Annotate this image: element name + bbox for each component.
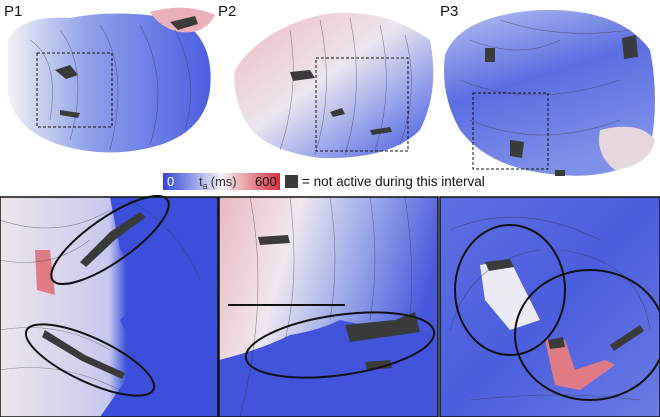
colorbar-title: ta (ms)	[199, 174, 237, 191]
colorbar-max: 600	[255, 174, 277, 189]
surface-patch	[599, 126, 655, 170]
panel-p3: P3	[440, 3, 655, 176]
heart-surface	[8, 13, 211, 153]
zoom-panel-1	[0, 194, 219, 417]
panel-label: P1	[4, 3, 22, 20]
colorbar-unit: (ms)	[211, 174, 237, 189]
panel-label: P3	[440, 3, 458, 20]
panel-label: P2	[218, 3, 236, 20]
colorbar-symbol: t	[199, 174, 203, 189]
heart-surface	[234, 12, 434, 159]
colorbar: 0 ta (ms) 600 = not active during this in…	[163, 173, 485, 191]
legend-swatch	[285, 175, 298, 188]
legend-text: = not active during this interval	[302, 174, 485, 189]
colorbar-gradient	[163, 173, 280, 190]
colorbar-subscript: a	[203, 181, 208, 191]
zoom-background	[440, 197, 660, 417]
zoom-panel-3	[439, 196, 660, 417]
panel-p2: P2	[218, 3, 434, 159]
colorbar-min: 0	[167, 174, 174, 189]
zoom-panel-2	[218, 196, 439, 417]
panel-p1: P1	[4, 3, 215, 153]
